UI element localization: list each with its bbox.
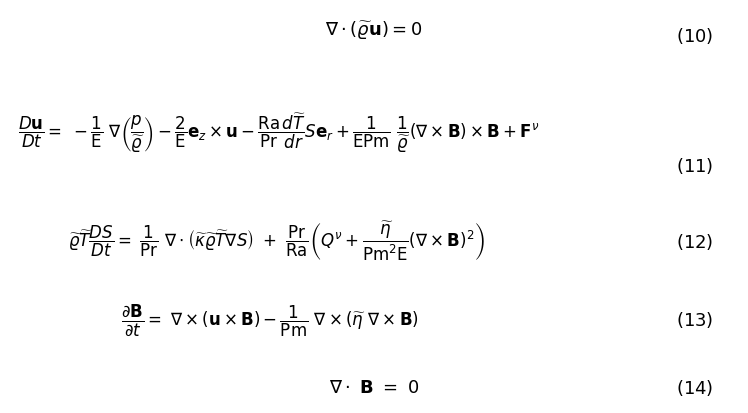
Text: $\dfrac{D\mathbf{u}}{Dt} = \ -\dfrac{1}{\mathrm{E}} \ \nabla \left(\dfrac{p}{\wi: $\dfrac{D\mathbf{u}}{Dt} = \ -\dfrac{1}{…: [18, 111, 539, 154]
Text: $\nabla \cdot (\widetilde{\varrho}\mathbf{u}) = 0$: $\nabla \cdot (\widetilde{\varrho}\mathb…: [325, 19, 423, 41]
Text: $(13)$: $(13)$: [675, 309, 713, 329]
Text: $(14)$: $(14)$: [675, 377, 713, 397]
Text: $(12)$: $(12)$: [675, 231, 713, 252]
Text: $(11)$: $(11)$: [675, 156, 713, 176]
Text: $(10)$: $(10)$: [675, 26, 713, 46]
Text: $\nabla \cdot \ \mathbf{B} \ = \ 0$: $\nabla \cdot \ \mathbf{B} \ = \ 0$: [329, 378, 419, 396]
Text: $\widetilde{\varrho}\widetilde{T}\dfrac{DS}{Dt} = \ \dfrac{1}{\mathrm{Pr}} \ \na: $\widetilde{\varrho}\widetilde{T}\dfrac{…: [69, 220, 485, 263]
Text: $\dfrac{\partial \mathbf{B}}{\partial t} = \ \nabla \times (\mathbf{u} \times \m: $\dfrac{\partial \mathbf{B}}{\partial t}…: [120, 301, 419, 337]
